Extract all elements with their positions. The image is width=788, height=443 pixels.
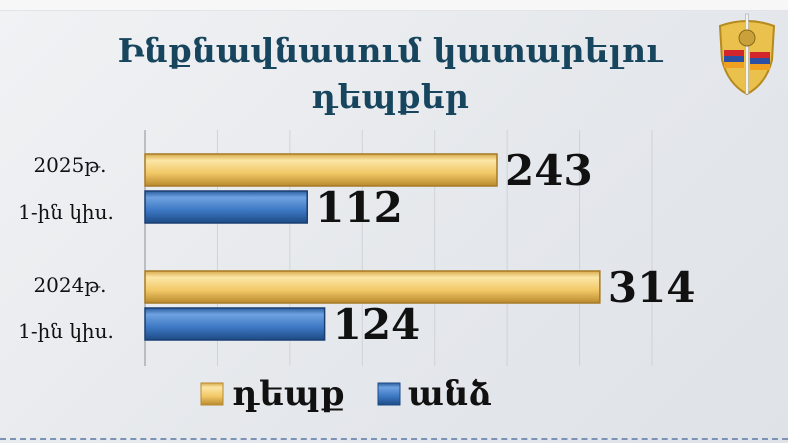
- legend-swatch-persons: [377, 382, 401, 406]
- top-strip: [0, 0, 788, 11]
- legend-label-cases: դեպք: [232, 374, 345, 414]
- page-title: Ինքնավնասում կատարելու դեպքեր: [117, 31, 663, 116]
- category-label: 2025թ.: [33, 153, 106, 177]
- data-label: 124: [333, 300, 421, 349]
- data-label: 243: [505, 146, 593, 195]
- bar-persons: [144, 307, 326, 341]
- bottom-dashed-divider: [0, 438, 788, 440]
- bar-cases: [144, 270, 601, 304]
- data-label: 314: [608, 263, 696, 312]
- legend-swatch-cases: [200, 382, 224, 406]
- category-label: 1-ին կիս.: [18, 319, 114, 343]
- legend-label-persons: անձ: [408, 374, 492, 414]
- data-label: 112: [315, 183, 403, 232]
- category-label: 2024թ.: [33, 273, 106, 297]
- police-shield-emblem-icon: [718, 13, 776, 96]
- category-label: 1-ին կիս.: [18, 200, 114, 224]
- bar-persons: [144, 190, 308, 224]
- bar-cases: [144, 153, 498, 187]
